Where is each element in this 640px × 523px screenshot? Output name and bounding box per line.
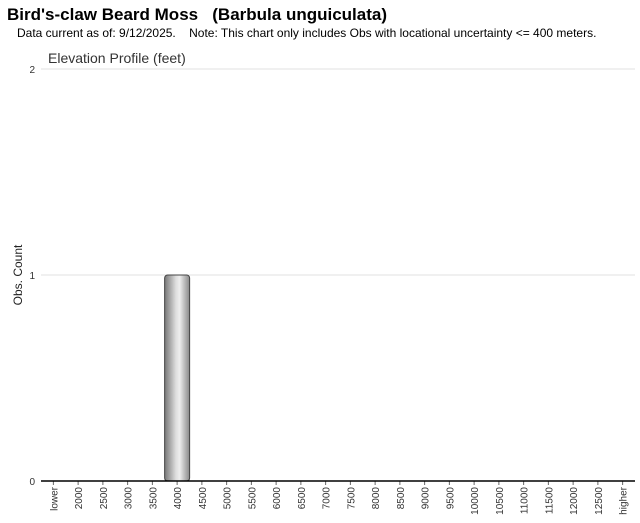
x-tick-label: 4500 <box>198 487 209 510</box>
chart-title: Elevation Profile (feet) <box>48 50 186 66</box>
y-tick-label: 0 <box>29 477 35 488</box>
x-tick-label: 3500 <box>148 487 159 510</box>
x-tick-label: 8000 <box>371 487 382 510</box>
x-tick-label: 9500 <box>445 487 456 510</box>
data-note: Data current as of: 9/12/2025. Note: Thi… <box>17 26 597 40</box>
x-tick-label: 12500 <box>594 487 605 515</box>
page-title: Bird's-claw Beard Moss (Barbula unguicul… <box>7 5 388 24</box>
x-tick-label: 5500 <box>247 487 258 510</box>
x-tick-label: 11000 <box>520 487 531 515</box>
x-tick-label: 8500 <box>396 487 407 510</box>
x-tick-label: 6000 <box>272 487 283 510</box>
x-tick-label: lower <box>49 486 60 511</box>
y-tick-label: 1 <box>29 271 35 282</box>
x-tick-label: 10000 <box>470 487 481 515</box>
x-tick-label: 2500 <box>99 487 110 510</box>
x-tick-label: 2000 <box>74 487 85 510</box>
x-tick-label: 4000 <box>173 487 184 510</box>
x-tick-label: 6500 <box>297 487 308 510</box>
x-tick-label: 3000 <box>124 487 135 510</box>
x-tick-label: 11500 <box>544 487 555 515</box>
bar-4000 <box>164 274 191 482</box>
x-tick-label: 10500 <box>495 487 506 515</box>
x-tick-label: 9000 <box>421 487 432 510</box>
y-axis-label: Obs. Count <box>11 244 25 305</box>
x-tick-label: higher <box>619 486 630 514</box>
x-tick-label: 7500 <box>346 487 357 510</box>
x-tick-label: 7000 <box>322 487 333 510</box>
x-tick-label: 5000 <box>223 487 234 510</box>
x-tick-label: 12000 <box>569 487 580 515</box>
y-tick-label: 2 <box>29 65 35 76</box>
